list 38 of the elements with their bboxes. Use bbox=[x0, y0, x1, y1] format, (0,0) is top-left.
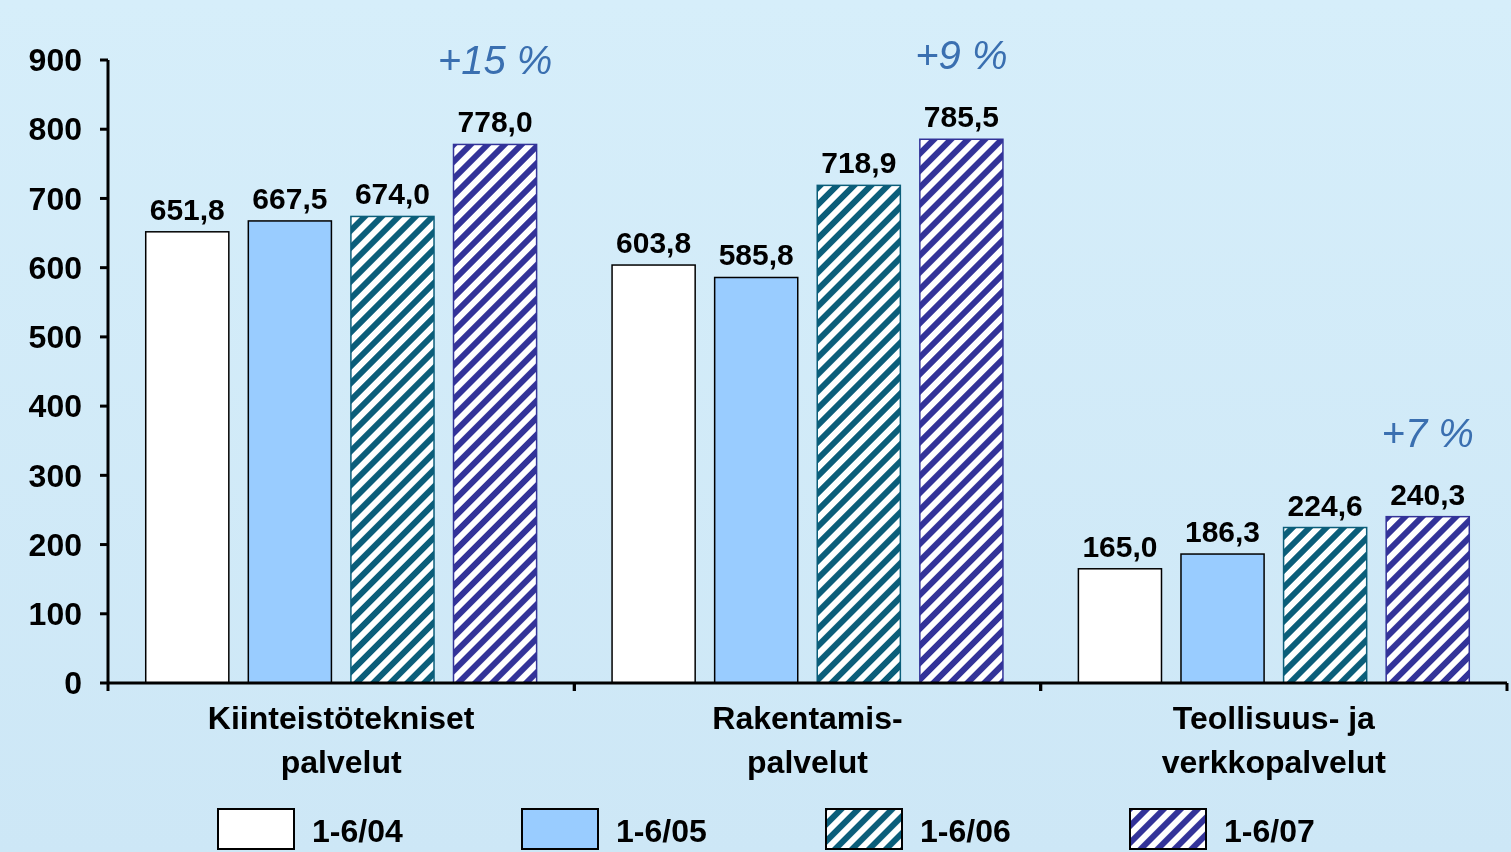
y-tick-label: 100 bbox=[28, 595, 82, 632]
y-tick-label: 200 bbox=[28, 526, 82, 563]
data-label: 165,0 bbox=[1082, 529, 1158, 563]
data-label: 651,8 bbox=[149, 192, 225, 226]
bar bbox=[816, 184, 902, 684]
y-tick-label: 700 bbox=[28, 180, 82, 217]
data-label: 785,5 bbox=[923, 100, 999, 134]
bar bbox=[919, 138, 1004, 684]
data-label: 718,9 bbox=[821, 146, 897, 180]
x-tick-label: Kiinteistötekniset palvelut bbox=[207, 700, 475, 780]
y-tick-label: 500 bbox=[28, 319, 82, 356]
data-label: 240,3 bbox=[1390, 477, 1466, 511]
annotation: +7 % bbox=[1381, 410, 1474, 455]
data-label: 674,0 bbox=[354, 177, 430, 211]
legend-label: 1-6/04 bbox=[312, 813, 403, 850]
legend-label: 1-6/07 bbox=[1224, 813, 1315, 850]
annotation: +9 % bbox=[915, 33, 1008, 78]
data-label: 667,5 bbox=[252, 181, 328, 215]
y-tick-label: 800 bbox=[28, 111, 82, 148]
y-tick-label: 0 bbox=[64, 665, 82, 702]
bar bbox=[350, 215, 435, 684]
bar bbox=[452, 143, 538, 684]
data-label: 778,0 bbox=[457, 105, 533, 139]
data-label: 585,8 bbox=[718, 238, 794, 272]
y-tick-label: 400 bbox=[28, 388, 82, 425]
data-label: 603,8 bbox=[616, 226, 692, 260]
y-tick-label: 900 bbox=[28, 42, 82, 79]
y-tick-label: 300 bbox=[28, 457, 82, 494]
y-tick-label: 600 bbox=[28, 249, 82, 286]
legend-label: 1-6/06 bbox=[920, 813, 1011, 850]
data-label: 186,3 bbox=[1185, 515, 1261, 549]
x-tick-label: Rakentamis- palvelut bbox=[712, 700, 903, 780]
data-label: 224,6 bbox=[1287, 488, 1363, 522]
legend-label: 1-6/05 bbox=[616, 813, 707, 850]
annotation: +15 % bbox=[437, 38, 553, 83]
x-tick-label: Teollisuus- ja verkkopalvelut bbox=[1161, 700, 1387, 780]
bar bbox=[1282, 526, 1368, 684]
bar bbox=[1385, 515, 1471, 684]
